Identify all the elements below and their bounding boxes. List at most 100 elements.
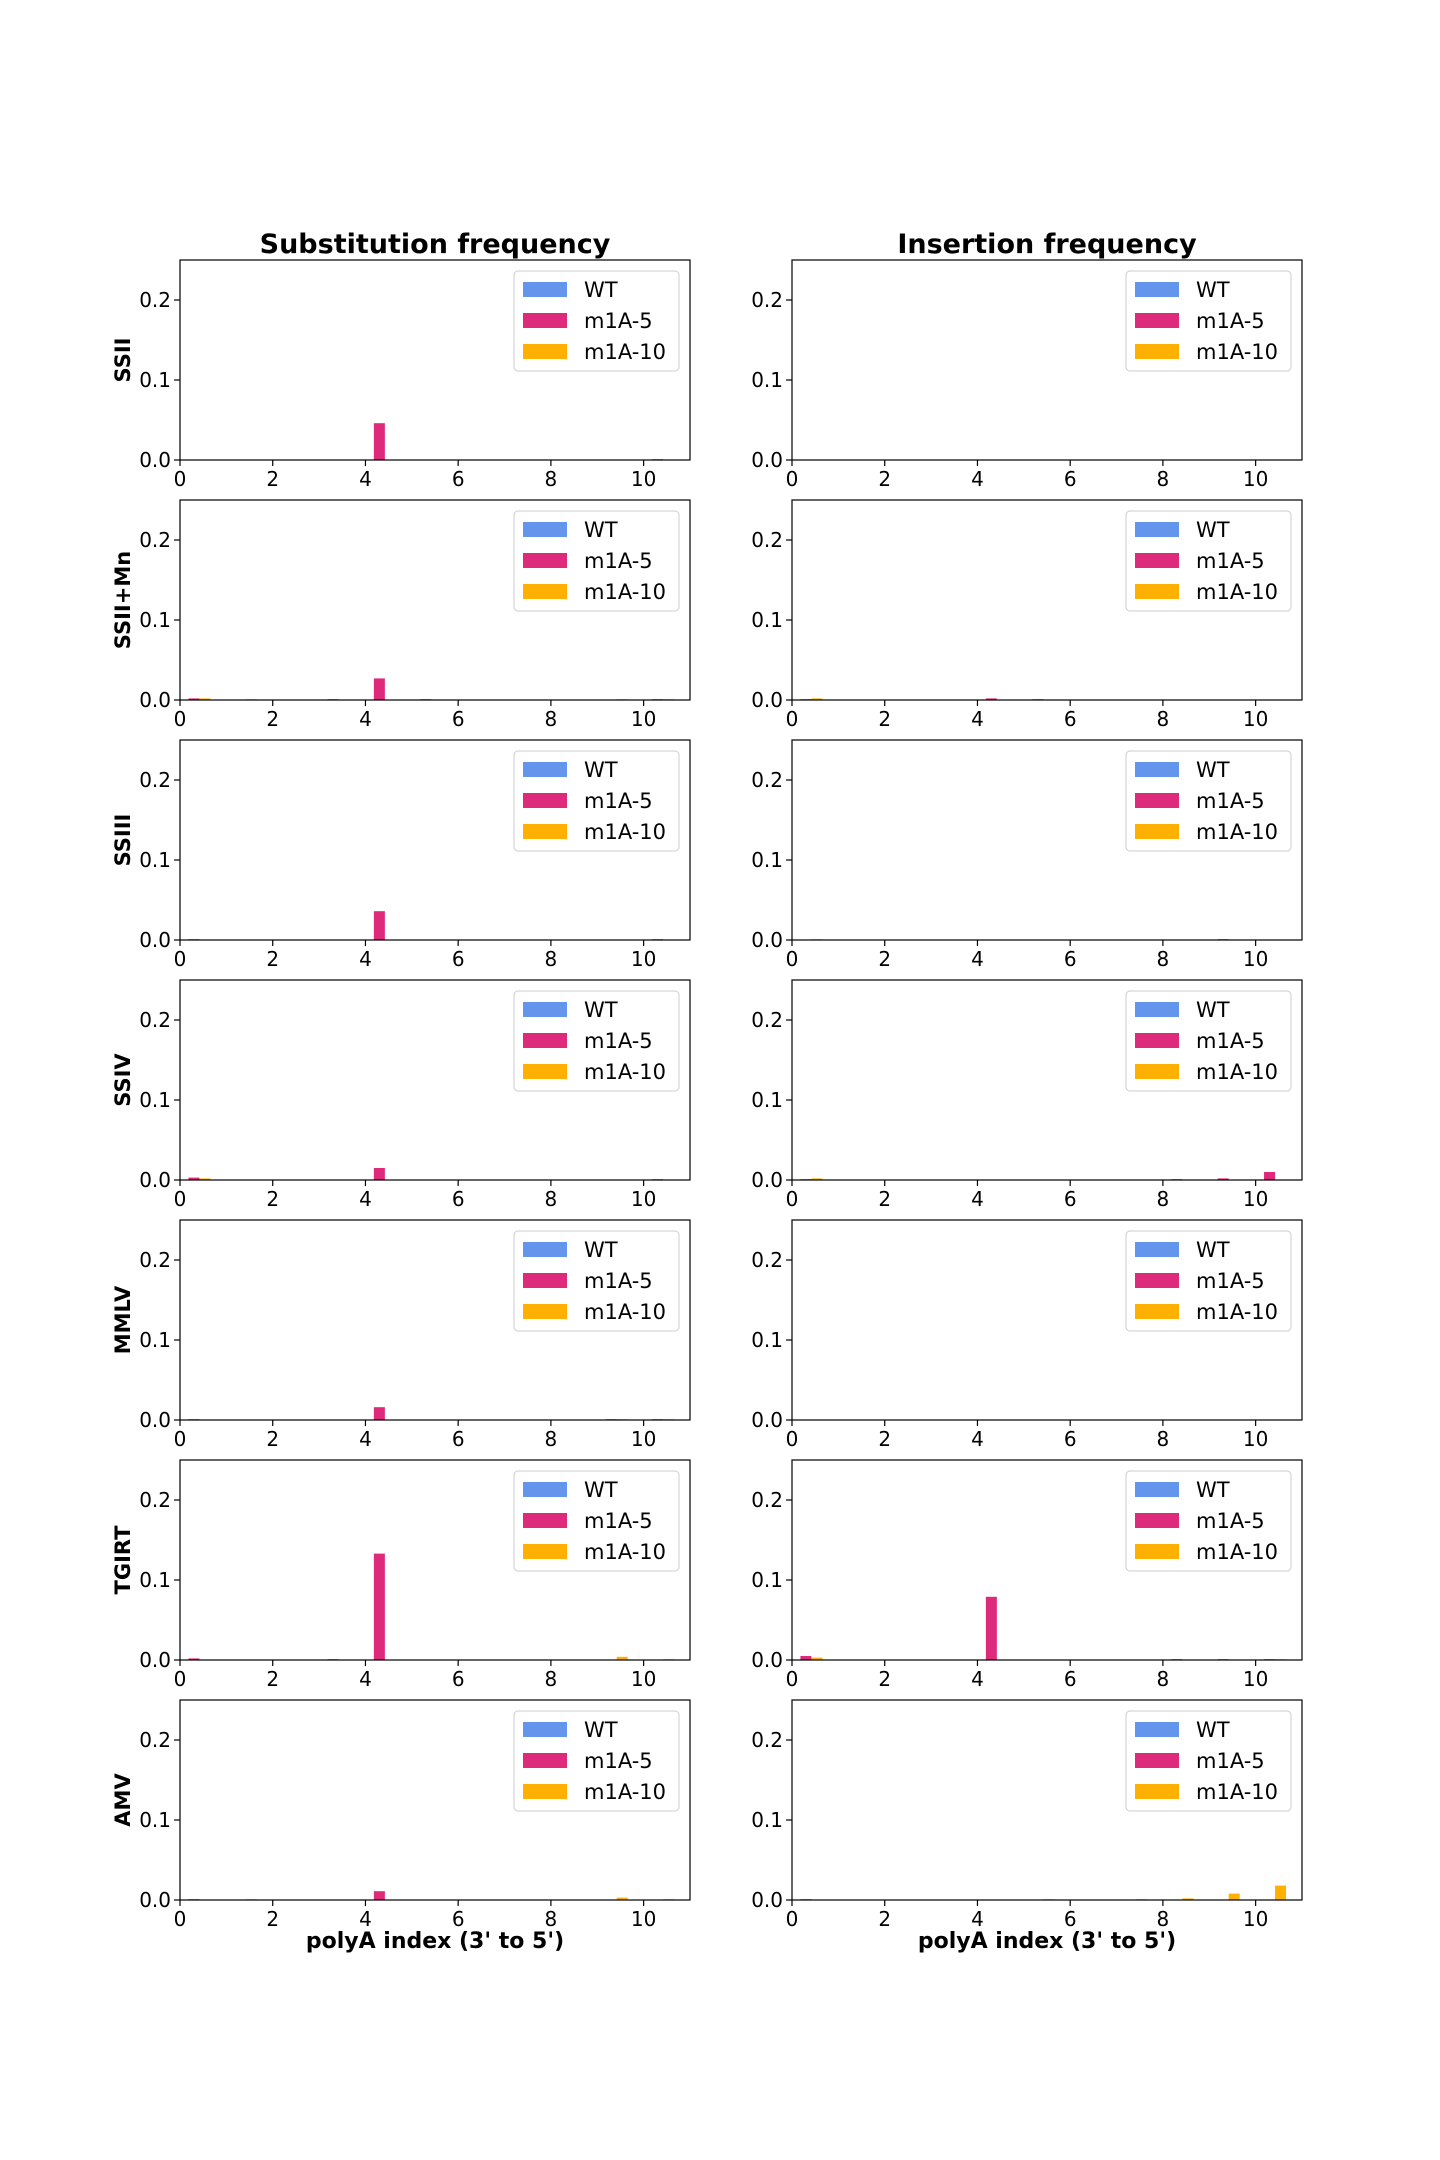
x-tick-label: 10 bbox=[1243, 1667, 1268, 1691]
x-tick-label: 2 bbox=[878, 707, 891, 731]
legend-swatch-m1a-5 bbox=[523, 793, 567, 808]
x-tick-label: 4 bbox=[971, 1427, 984, 1451]
legend-label-m1a-10: m1A-10 bbox=[584, 1060, 666, 1084]
panel-ssiii-insertion: 0 2 4 6 8 10 0.0 0.1 0.2 WT m1A-5 m1A-10 bbox=[751, 739, 1303, 971]
legend-swatch-wt bbox=[523, 1242, 567, 1257]
legend-swatch-m1a-10 bbox=[523, 1064, 567, 1079]
legend-swatch-m1a-10 bbox=[1135, 1304, 1179, 1319]
x-tick-label: 2 bbox=[878, 1907, 891, 1931]
x-tick-label: 2 bbox=[878, 1187, 891, 1211]
x-tick-label: 2 bbox=[266, 1907, 279, 1931]
x-tick-label: 0 bbox=[174, 947, 187, 971]
y-tick-label: 0.1 bbox=[751, 608, 783, 632]
x-tick-label: 4 bbox=[359, 1427, 372, 1451]
y-tick-label: 0.2 bbox=[139, 768, 171, 792]
x-axis-label-left: polyA index (3' to 5') bbox=[306, 1929, 564, 1954]
x-tick-label: 10 bbox=[631, 467, 656, 491]
legend-swatch-m1a-5 bbox=[523, 1753, 567, 1768]
legend: WT m1A-5 m1A-10 bbox=[1125, 510, 1292, 612]
x-tick-label: 6 bbox=[1064, 467, 1077, 491]
bar-m1a-5 bbox=[800, 1656, 812, 1660]
x-tick-label: 0 bbox=[174, 1427, 187, 1451]
legend-swatch-m1a-5 bbox=[523, 553, 567, 568]
x-tick-label: 6 bbox=[1064, 947, 1077, 971]
y-tick-label: 0.0 bbox=[751, 928, 783, 952]
x-tick-label: 0 bbox=[174, 707, 187, 731]
bar-m1a-5 bbox=[373, 1168, 385, 1180]
x-tick-label: 2 bbox=[878, 1667, 891, 1691]
x-tick-label: 8 bbox=[545, 467, 558, 491]
x-tick-label: 2 bbox=[266, 707, 279, 731]
legend-label-wt: WT bbox=[1196, 758, 1230, 782]
legend-label-m1a-5: m1A-5 bbox=[1196, 1269, 1265, 1293]
x-tick-label: 0 bbox=[786, 1667, 799, 1691]
y-tick-label: 0.0 bbox=[751, 1888, 783, 1912]
legend-label-wt: WT bbox=[584, 758, 618, 782]
x-tick-label: 2 bbox=[878, 947, 891, 971]
x-tick-label: 0 bbox=[786, 1427, 799, 1451]
x-tick-label: 10 bbox=[631, 1907, 656, 1931]
legend: WT m1A-5 m1A-10 bbox=[513, 1710, 680, 1812]
y-tick-label: 0.1 bbox=[751, 1328, 783, 1352]
x-tick-label: 10 bbox=[1243, 467, 1268, 491]
x-tick-label: 0 bbox=[786, 467, 799, 491]
legend-label-wt: WT bbox=[1196, 518, 1230, 542]
legend-swatch-m1a-10 bbox=[1135, 1064, 1179, 1079]
legend-swatch-m1a-10 bbox=[1135, 584, 1179, 599]
y-tick-label: 0.1 bbox=[751, 1568, 783, 1592]
bar-m1a-5 bbox=[373, 911, 385, 940]
bar-m1a-5 bbox=[985, 1596, 997, 1660]
y-tick-label: 0.0 bbox=[139, 928, 171, 952]
bar-m1a-5 bbox=[373, 423, 385, 460]
panel-mmlv-insertion: 0 2 4 6 8 10 0.0 0.1 0.2 WT m1A-5 m1A-10 bbox=[751, 1219, 1303, 1451]
legend-swatch-m1a-10 bbox=[523, 1784, 567, 1799]
legend-label-m1a-10: m1A-10 bbox=[1196, 1060, 1278, 1084]
bar-m1a-10 bbox=[616, 1897, 628, 1900]
x-tick-label: 8 bbox=[1157, 1187, 1170, 1211]
legend-swatch-m1a-10 bbox=[1135, 1544, 1179, 1559]
x-tick-label: 8 bbox=[545, 1667, 558, 1691]
bar-m1a-10 bbox=[199, 698, 211, 700]
x-tick-label: 0 bbox=[786, 947, 799, 971]
row-label: MMLV bbox=[111, 1285, 135, 1354]
x-tick-label: 6 bbox=[1064, 707, 1077, 731]
legend-label-wt: WT bbox=[584, 1718, 618, 1742]
legend-label-m1a-5: m1A-5 bbox=[1196, 1749, 1265, 1773]
legend-label-m1a-10: m1A-10 bbox=[1196, 340, 1278, 364]
x-tick-label: 6 bbox=[452, 1427, 465, 1451]
y-tick-label: 0.2 bbox=[139, 1008, 171, 1032]
x-tick-label: 6 bbox=[452, 1907, 465, 1931]
legend-swatch-wt bbox=[1135, 762, 1179, 777]
legend-label-m1a-5: m1A-5 bbox=[584, 789, 653, 813]
y-tick-label: 0.2 bbox=[751, 1248, 783, 1272]
x-tick-label: 8 bbox=[1157, 947, 1170, 971]
legend: WT m1A-5 m1A-10 bbox=[1125, 270, 1292, 372]
y-tick-label: 0.1 bbox=[751, 1088, 783, 1112]
x-tick-label: 4 bbox=[971, 1667, 984, 1691]
legend-swatch-m1a-5 bbox=[523, 1513, 567, 1528]
legend: WT m1A-5 m1A-10 bbox=[513, 1470, 680, 1572]
axes-frame bbox=[179, 259, 691, 461]
x-tick-label: 10 bbox=[631, 947, 656, 971]
legend-label-m1a-5: m1A-5 bbox=[584, 1029, 653, 1053]
axes-frame bbox=[791, 739, 1303, 941]
y-tick-label: 0.2 bbox=[751, 288, 783, 312]
legend-swatch-m1a-5 bbox=[1135, 1273, 1179, 1288]
bar-m1a-5 bbox=[188, 1658, 200, 1660]
x-tick-label: 6 bbox=[1064, 1667, 1077, 1691]
legend-label-wt: WT bbox=[1196, 1718, 1230, 1742]
legend-label-m1a-5: m1A-5 bbox=[584, 1269, 653, 1293]
x-tick-label: 6 bbox=[452, 467, 465, 491]
bar-m1a-5 bbox=[985, 698, 997, 700]
legend-label-wt: WT bbox=[584, 998, 618, 1022]
legend-swatch-m1a-5 bbox=[1135, 1033, 1179, 1048]
x-tick-label: 2 bbox=[266, 467, 279, 491]
y-tick-label: 0.1 bbox=[139, 1088, 171, 1112]
legend-label-m1a-10: m1A-10 bbox=[584, 1300, 666, 1324]
x-tick-label: 2 bbox=[878, 1427, 891, 1451]
y-tick-label: 0.2 bbox=[751, 768, 783, 792]
legend: WT m1A-5 m1A-10 bbox=[513, 990, 680, 1092]
